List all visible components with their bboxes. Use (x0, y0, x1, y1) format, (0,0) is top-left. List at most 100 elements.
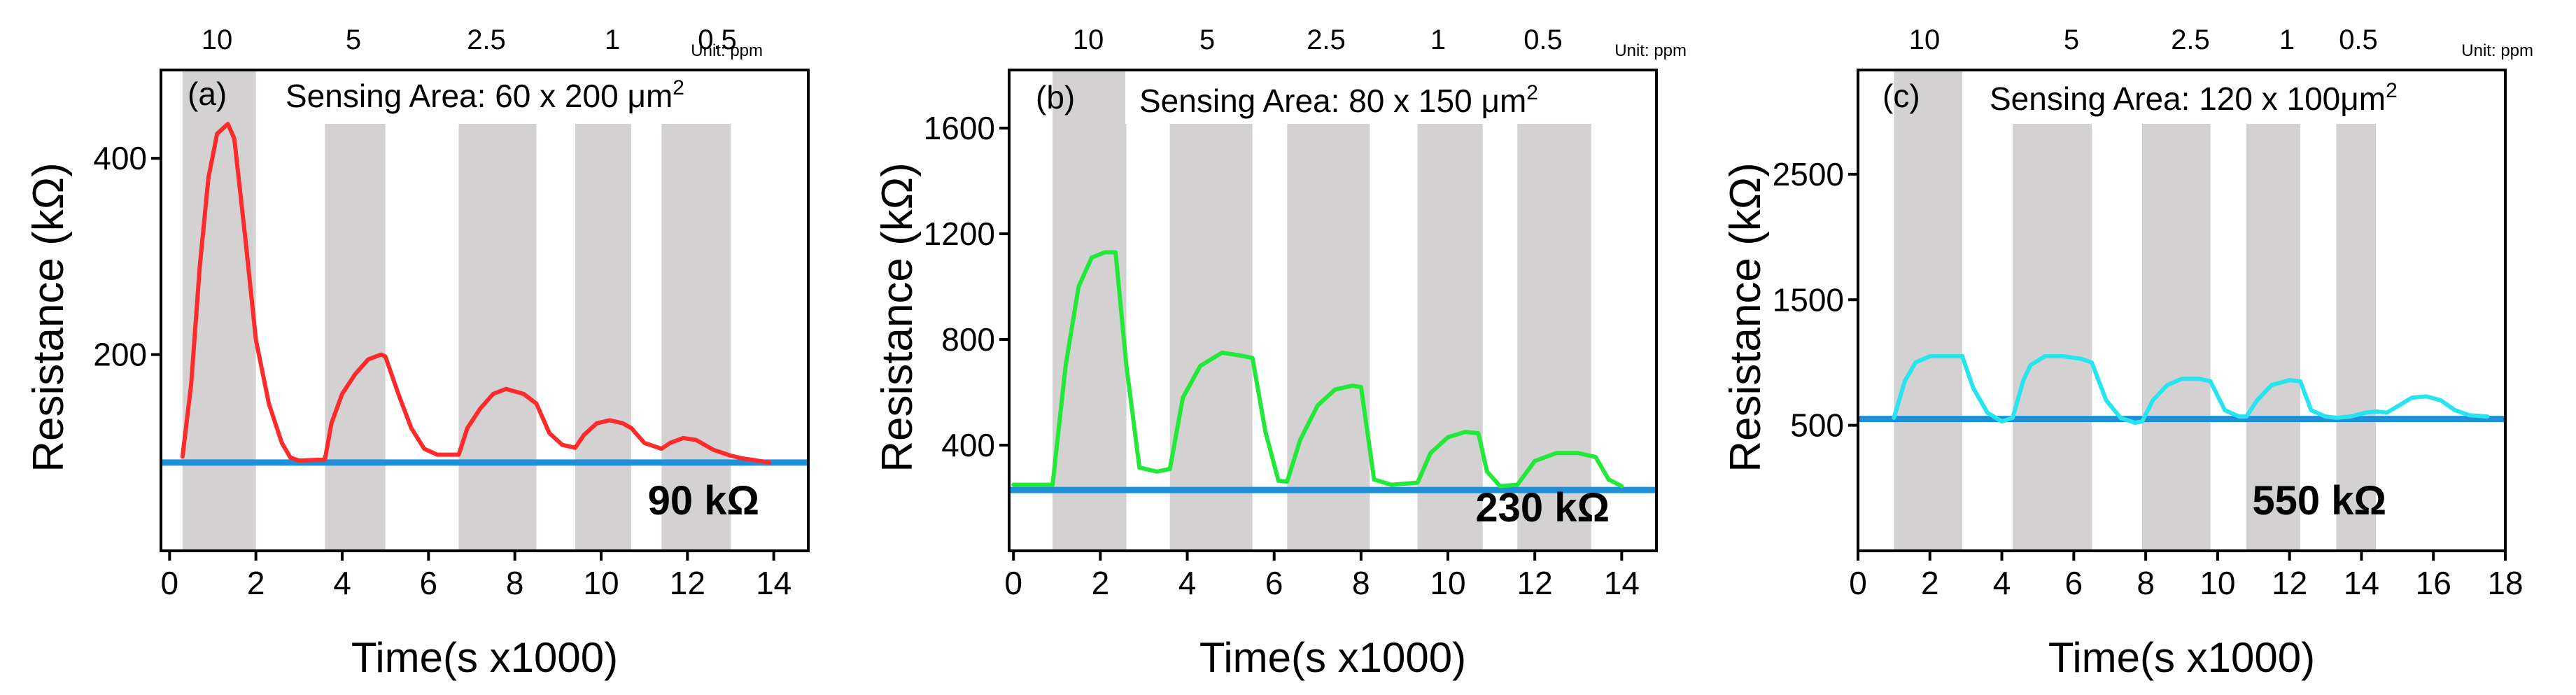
concentration-label: 10 (1909, 24, 1941, 55)
y-axis-label: Resistance (kΩ) (873, 162, 922, 472)
x-tick-label: 18 (2487, 565, 2523, 601)
baseline-value-label: 90 kΩ (648, 478, 759, 524)
x-tick-label: 10 (1430, 565, 1465, 601)
response-line (1892, 354, 2490, 425)
x-tick-label: 6 (420, 565, 438, 601)
y-axis-label: Resistance (kΩ) (1722, 162, 1770, 472)
chart-title-sup: 2 (2386, 79, 2398, 102)
x-tick-label: 14 (1604, 565, 1640, 601)
plot-frame (1008, 69, 1658, 552)
chart-title-sup: 2 (673, 76, 684, 99)
concentration-label: 5 (346, 24, 361, 55)
x-tick-label: 0 (161, 565, 179, 601)
gas-exposure-band (575, 70, 632, 551)
y-tick-label: 800 (941, 321, 995, 358)
concentration-label: 1 (605, 24, 620, 55)
y-tick-label: 1600 (924, 110, 995, 146)
x-tick-label: 6 (1265, 565, 1283, 601)
gas-exposure-band (1894, 70, 1963, 551)
x-tick-label: 14 (756, 565, 791, 601)
plot-frame (1857, 69, 2507, 552)
gas-exposure-band (458, 70, 537, 551)
x-axis-label: Time(s x1000) (351, 634, 618, 681)
panel-label: (a) (188, 76, 227, 112)
gas-exposure-band (1417, 70, 1483, 551)
gas-exposure-band (182, 70, 256, 551)
gas-exposure-band (1517, 70, 1591, 551)
concentration-label: 5 (2064, 24, 2079, 55)
unit-label: Unit: ppm (691, 41, 763, 60)
x-tick-label: 10 (583, 565, 619, 601)
gas-exposure-band (2246, 70, 2301, 551)
unit-label: Unit: ppm (1614, 41, 1687, 60)
x-tick-label: 0 (1849, 565, 1867, 601)
x-tick-label: 8 (506, 565, 524, 601)
y-tick-label: 1200 (924, 216, 995, 252)
x-tick-label: 6 (2065, 565, 2083, 601)
response-line (1011, 250, 1624, 489)
gas-exposure-band (1287, 70, 1370, 551)
baseline-value-label: 230 kΩ (1475, 485, 1610, 531)
x-tick-label: 2 (1092, 565, 1110, 601)
x-tick-label: 12 (2272, 565, 2307, 601)
panel-label: (c) (1882, 78, 1920, 114)
gas-exposure-band (1053, 70, 1127, 551)
plot-frame (160, 69, 810, 552)
concentration-label: 0.5 (2339, 24, 2378, 55)
x-tick-label: 8 (2137, 565, 2155, 601)
title-backdrop (272, 71, 803, 124)
x-tick-label: 12 (1517, 565, 1553, 601)
gas-exposure-band (2012, 70, 2092, 551)
concentration-label: 0.5 (698, 24, 737, 55)
gas-exposure-band (661, 70, 731, 551)
unit-label: Unit: ppm (2461, 41, 2533, 60)
response-line (180, 122, 772, 465)
x-axis-label: Time(s x1000) (2048, 634, 2315, 681)
y-tick-label: 400 (941, 427, 995, 463)
y-tick-label: 500 (1790, 407, 1844, 444)
y-tick-label: 1500 (1773, 281, 1844, 318)
y-tick-label: 200 (93, 337, 147, 373)
x-tick-label: 2 (1921, 565, 1939, 601)
x-tick-label: 4 (333, 565, 351, 601)
panel-label: (b) (1036, 79, 1075, 115)
x-tick-label: 4 (1993, 565, 2011, 601)
concentration-label: 10 (1073, 24, 1104, 55)
y-tick-label: 2500 (1773, 156, 1844, 192)
x-tick-label: 12 (670, 565, 705, 601)
gas-exposure-band (325, 70, 386, 551)
gas-exposure-band (2141, 70, 2211, 551)
x-tick-label: 0 (1004, 565, 1022, 601)
x-tick-label: 8 (1352, 565, 1370, 601)
x-tick-label: 16 (2416, 565, 2451, 601)
concentration-label: 10 (202, 24, 233, 55)
x-tick-label: 14 (2344, 565, 2379, 601)
y-tick-label: 400 (93, 140, 147, 176)
x-tick-label: 4 (1178, 565, 1197, 601)
concentration-label: 0.5 (1523, 24, 1563, 55)
x-tick-label: 10 (2200, 565, 2235, 601)
concentration-label: 1 (2279, 24, 2295, 55)
chart-title: Sensing Area: 60 x 200 μm2 (286, 76, 684, 114)
concentration-label: 1 (1430, 24, 1446, 55)
concentration-label: 5 (1199, 24, 1215, 55)
y-axis-label: Resistance (kΩ) (24, 162, 73, 472)
chart-title: Sensing Area: 80 x 150 μm2 (1139, 81, 1538, 119)
chart-title-text: Sensing Area: 80 x 150 μm (1139, 83, 1526, 119)
baseline-value-label: 550 kΩ (2252, 478, 2386, 524)
x-axis-label: Time(s x1000) (1199, 634, 1466, 681)
concentration-label: 2.5 (467, 24, 506, 55)
chart-title: Sensing Area: 120 x 100μm2 (1990, 79, 2398, 117)
chart-panel-1: Sensing Area: 60 x 200 μm2(a)90 kΩ0 2 4 6 8 1… (24, 24, 810, 681)
gas-exposure-band (2336, 70, 2376, 551)
x-tick-label: 2 (247, 565, 265, 601)
title-backdrop (1976, 71, 2507, 124)
concentration-label: 2.5 (1307, 24, 1346, 55)
chart-panel-3: Sensing Area: 120 x 100μm2(c)550 kΩ0 2 4 6 8… (1722, 24, 2533, 681)
concentration-label: 2.5 (2171, 24, 2210, 55)
chart-title-text: Sensing Area: 60 x 200 μm (286, 78, 673, 114)
title-backdrop (1125, 71, 1657, 124)
chart-title-sup: 2 (1526, 81, 1538, 104)
chart-title-text: Sensing Area: 120 x 100μm (1990, 80, 2386, 117)
